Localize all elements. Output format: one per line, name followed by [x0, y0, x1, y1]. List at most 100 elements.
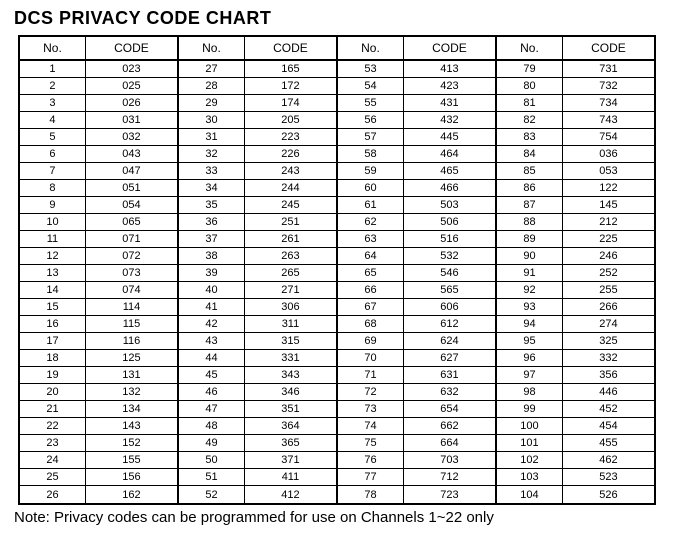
table-row: 51411	[179, 469, 336, 486]
cell-no: 92	[497, 282, 563, 298]
cell-no: 62	[338, 214, 404, 230]
table-row: 95325	[497, 333, 654, 350]
cell-code: 072	[86, 248, 177, 264]
table-row: 60466	[338, 180, 495, 197]
table-row: 69624	[338, 333, 495, 350]
cell-code: 503	[404, 197, 495, 213]
cell-no: 27	[179, 61, 245, 77]
cell-no: 16	[20, 316, 86, 332]
cell-code: 125	[86, 350, 177, 366]
cell-no: 99	[497, 401, 563, 417]
cell-no: 5	[20, 129, 86, 145]
table-row: 3026	[20, 95, 177, 112]
cell-code: 116	[86, 333, 177, 349]
column-group: No.CODE102320253026403150326043704780519…	[20, 37, 179, 503]
table-row: 25156	[20, 469, 177, 486]
table-row: 53413	[338, 61, 495, 78]
cell-code: 174	[245, 95, 336, 111]
table-row: 97356	[497, 367, 654, 384]
table-row: 38263	[179, 248, 336, 265]
table-row: 23152	[20, 435, 177, 452]
cell-no: 49	[179, 435, 245, 451]
cell-code: 411	[245, 469, 336, 485]
cell-no: 28	[179, 78, 245, 94]
cell-no: 70	[338, 350, 404, 366]
cell-code: 332	[563, 350, 654, 366]
table-row: 31223	[179, 129, 336, 146]
cell-no: 24	[20, 452, 86, 468]
cell-code: 325	[563, 333, 654, 349]
cell-no: 36	[179, 214, 245, 230]
header-no: No.	[497, 37, 563, 59]
table-row: 10065	[20, 214, 177, 231]
cell-code: 266	[563, 299, 654, 315]
cell-no: 66	[338, 282, 404, 298]
cell-code: 423	[404, 78, 495, 94]
cell-code: 051	[86, 180, 177, 196]
cell-code: 065	[86, 214, 177, 230]
table-row: 59465	[338, 163, 495, 180]
cell-code: 465	[404, 163, 495, 179]
cell-no: 61	[338, 197, 404, 213]
cell-no: 43	[179, 333, 245, 349]
table-row: 15114	[20, 299, 177, 316]
cell-no: 64	[338, 248, 404, 264]
table-row: 41306	[179, 299, 336, 316]
cell-no: 14	[20, 282, 86, 298]
cell-code: 223	[245, 129, 336, 145]
cell-code: 432	[404, 112, 495, 128]
cell-no: 69	[338, 333, 404, 349]
table-row: 6043	[20, 146, 177, 163]
table-row: 91252	[497, 265, 654, 282]
column-group: No.CODE271652817229174302053122332226332…	[179, 37, 338, 503]
table-row: 94274	[497, 316, 654, 333]
cell-code: 662	[404, 418, 495, 434]
cell-no: 17	[20, 333, 86, 349]
table-row: 4031	[20, 112, 177, 129]
cell-code: 734	[563, 95, 654, 111]
table-row: 72632	[338, 384, 495, 401]
cell-no: 57	[338, 129, 404, 145]
cell-no: 95	[497, 333, 563, 349]
cell-no: 23	[20, 435, 86, 451]
cell-no: 94	[497, 316, 563, 332]
cell-no: 72	[338, 384, 404, 400]
table-row: 29174	[179, 95, 336, 112]
column-group: No.CODE534135442355431564325744558464594…	[338, 37, 497, 503]
cell-code: 462	[563, 452, 654, 468]
cell-no: 51	[179, 469, 245, 485]
table-row: 52412	[179, 486, 336, 503]
table-row: 11071	[20, 231, 177, 248]
table-row: 88212	[497, 214, 654, 231]
table-row: 2025	[20, 78, 177, 95]
table-row: 44331	[179, 350, 336, 367]
cell-code: 654	[404, 401, 495, 417]
cell-no: 45	[179, 367, 245, 383]
cell-no: 3	[20, 95, 86, 111]
table-row: 48364	[179, 418, 336, 435]
table-row: 98446	[497, 384, 654, 401]
table-row: 82743	[497, 112, 654, 129]
cell-no: 67	[338, 299, 404, 315]
cell-no: 50	[179, 452, 245, 468]
table-row: 13073	[20, 265, 177, 282]
cell-code: 452	[563, 401, 654, 417]
table-row: 65546	[338, 265, 495, 282]
table-row: 26162	[20, 486, 177, 503]
table-row: 54423	[338, 78, 495, 95]
cell-code: 606	[404, 299, 495, 315]
cell-code: 732	[563, 78, 654, 94]
table-row: 39265	[179, 265, 336, 282]
table-row: 35245	[179, 197, 336, 214]
table-row: 61503	[338, 197, 495, 214]
table-row: 63516	[338, 231, 495, 248]
table-row: 74662	[338, 418, 495, 435]
table-row: 28172	[179, 78, 336, 95]
cell-code: 244	[245, 180, 336, 196]
cell-code: 172	[245, 78, 336, 94]
table-row: 50371	[179, 452, 336, 469]
table-row: 30205	[179, 112, 336, 129]
table-row: 5032	[20, 129, 177, 146]
table-row: 19131	[20, 367, 177, 384]
cell-no: 15	[20, 299, 86, 315]
